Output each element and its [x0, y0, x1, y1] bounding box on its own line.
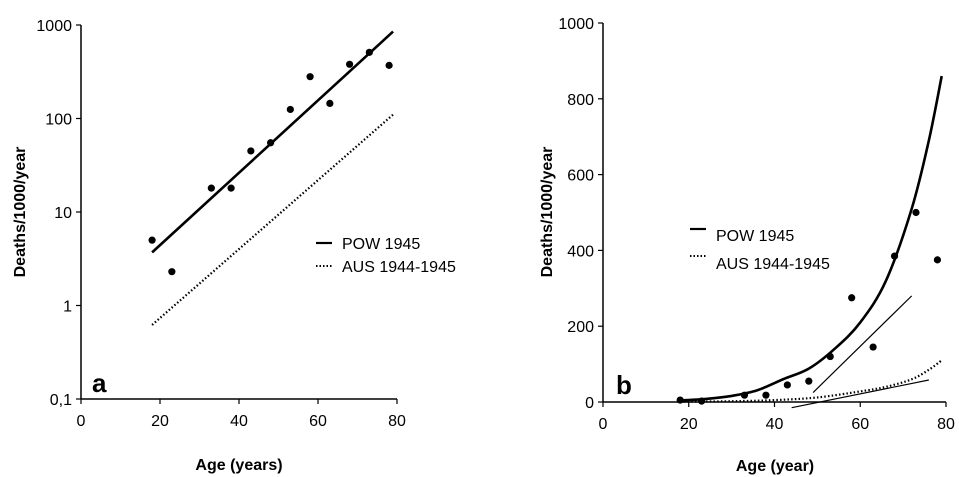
panel-a-x-tick-label: 20 — [151, 413, 169, 430]
panel-a-x-axis-label: Age (years) — [195, 457, 282, 474]
panel-b-y-tick-label: 400 — [567, 243, 594, 260]
panel-a-x-tick-label: 0 — [77, 413, 86, 430]
panel-a-legend-label-pow: POW 1945 — [342, 236, 420, 253]
panel-a-x-tick-label: 80 — [388, 413, 406, 430]
panel-a-y-tick-label: 10 — [54, 205, 72, 222]
panel-b-data-point — [783, 381, 791, 389]
panel-a-data-point — [286, 105, 294, 114]
panel-b-legend-label-pow: POW 1945 — [716, 228, 794, 245]
panel-b-y-tick-label: 0 — [585, 395, 594, 412]
panel-a-y-tick-label: 0,1 — [50, 392, 72, 409]
panel-a-y-axis-label: Deaths/1000/year — [12, 147, 29, 278]
panel-a-aus-line — [151, 113, 394, 326]
panel-a-y-tick-label: 1000 — [36, 18, 72, 35]
panel-b-label: b — [616, 370, 632, 400]
panel-b-legend-label-aus: AUS 1944-1945 — [716, 256, 830, 273]
panel-b-x-tick-label: 0 — [599, 416, 608, 433]
panel-a-data-point — [168, 268, 176, 276]
panel-b-x-tick-label: 40 — [766, 416, 784, 433]
panel-a-y-tick-label: 1 — [63, 299, 72, 316]
panel-b-data-point — [869, 343, 877, 351]
panel-a-data-point — [148, 236, 156, 244]
panel-a-data-point — [385, 61, 393, 69]
panel-a-y-tick-label: 100 — [45, 112, 72, 129]
panel-b-y-axis-label: Deaths/1000/year — [539, 147, 556, 278]
panel-b-data-point — [698, 397, 706, 405]
panel-b-tangent-line — [791, 379, 929, 409]
panel-b-y-tick-label: 200 — [567, 319, 594, 336]
panel-a-data-point — [365, 48, 373, 56]
panel-a-legend-label-aus: AUS 1944-1945 — [342, 259, 456, 276]
panel-a-data-point — [346, 60, 354, 68]
panel-b-x-tick-label: 60 — [851, 416, 869, 433]
panel-b-x-tick-label: 80 — [937, 416, 955, 433]
panel-b-x-tick-label: 20 — [680, 416, 698, 433]
panel-b-data-point — [762, 391, 770, 399]
panel-a-data-point — [326, 99, 334, 108]
panel-b-x-axis-label: Age (year) — [736, 458, 814, 475]
panel-a-data-point — [267, 139, 275, 147]
panel-b-data-point — [805, 377, 813, 385]
panel-b-data-point — [676, 396, 684, 404]
panel-b-y-tick-label: 800 — [567, 92, 594, 109]
panel-a-data-point — [247, 147, 255, 155]
panel-a-data-point — [227, 184, 235, 192]
panel-a-series — [148, 30, 394, 326]
panel-b-data-point — [890, 252, 899, 260]
panel-b-series — [676, 75, 943, 409]
panel-b-data-point — [740, 391, 749, 399]
panel-b-data-point — [848, 294, 856, 302]
panel-b-y-tick-label: 600 — [567, 168, 594, 185]
panel-b-data-point — [933, 256, 942, 264]
panel-a-data-point — [306, 73, 314, 81]
panel-a-data-point — [207, 184, 215, 192]
panel-b-pow-line — [680, 75, 943, 402]
panel-b-data-point — [912, 208, 920, 217]
panel-a-x-tick-label: 60 — [309, 413, 327, 430]
panel-b-y-tick-label: 1000 — [558, 16, 594, 33]
panel-b-tangent-line — [812, 295, 913, 393]
panel-b-data-point — [826, 352, 834, 361]
panel-a-label: a — [92, 368, 107, 398]
panel-a-x-tick-label: 40 — [230, 413, 248, 430]
panel-a-ticks: 0 20 40 60 80 0,1 1 10 100 1000 — [36, 18, 406, 430]
panel-a-chart: 0 20 40 60 80 0,1 1 10 100 1000 Age (years) Death… — [12, 18, 456, 474]
